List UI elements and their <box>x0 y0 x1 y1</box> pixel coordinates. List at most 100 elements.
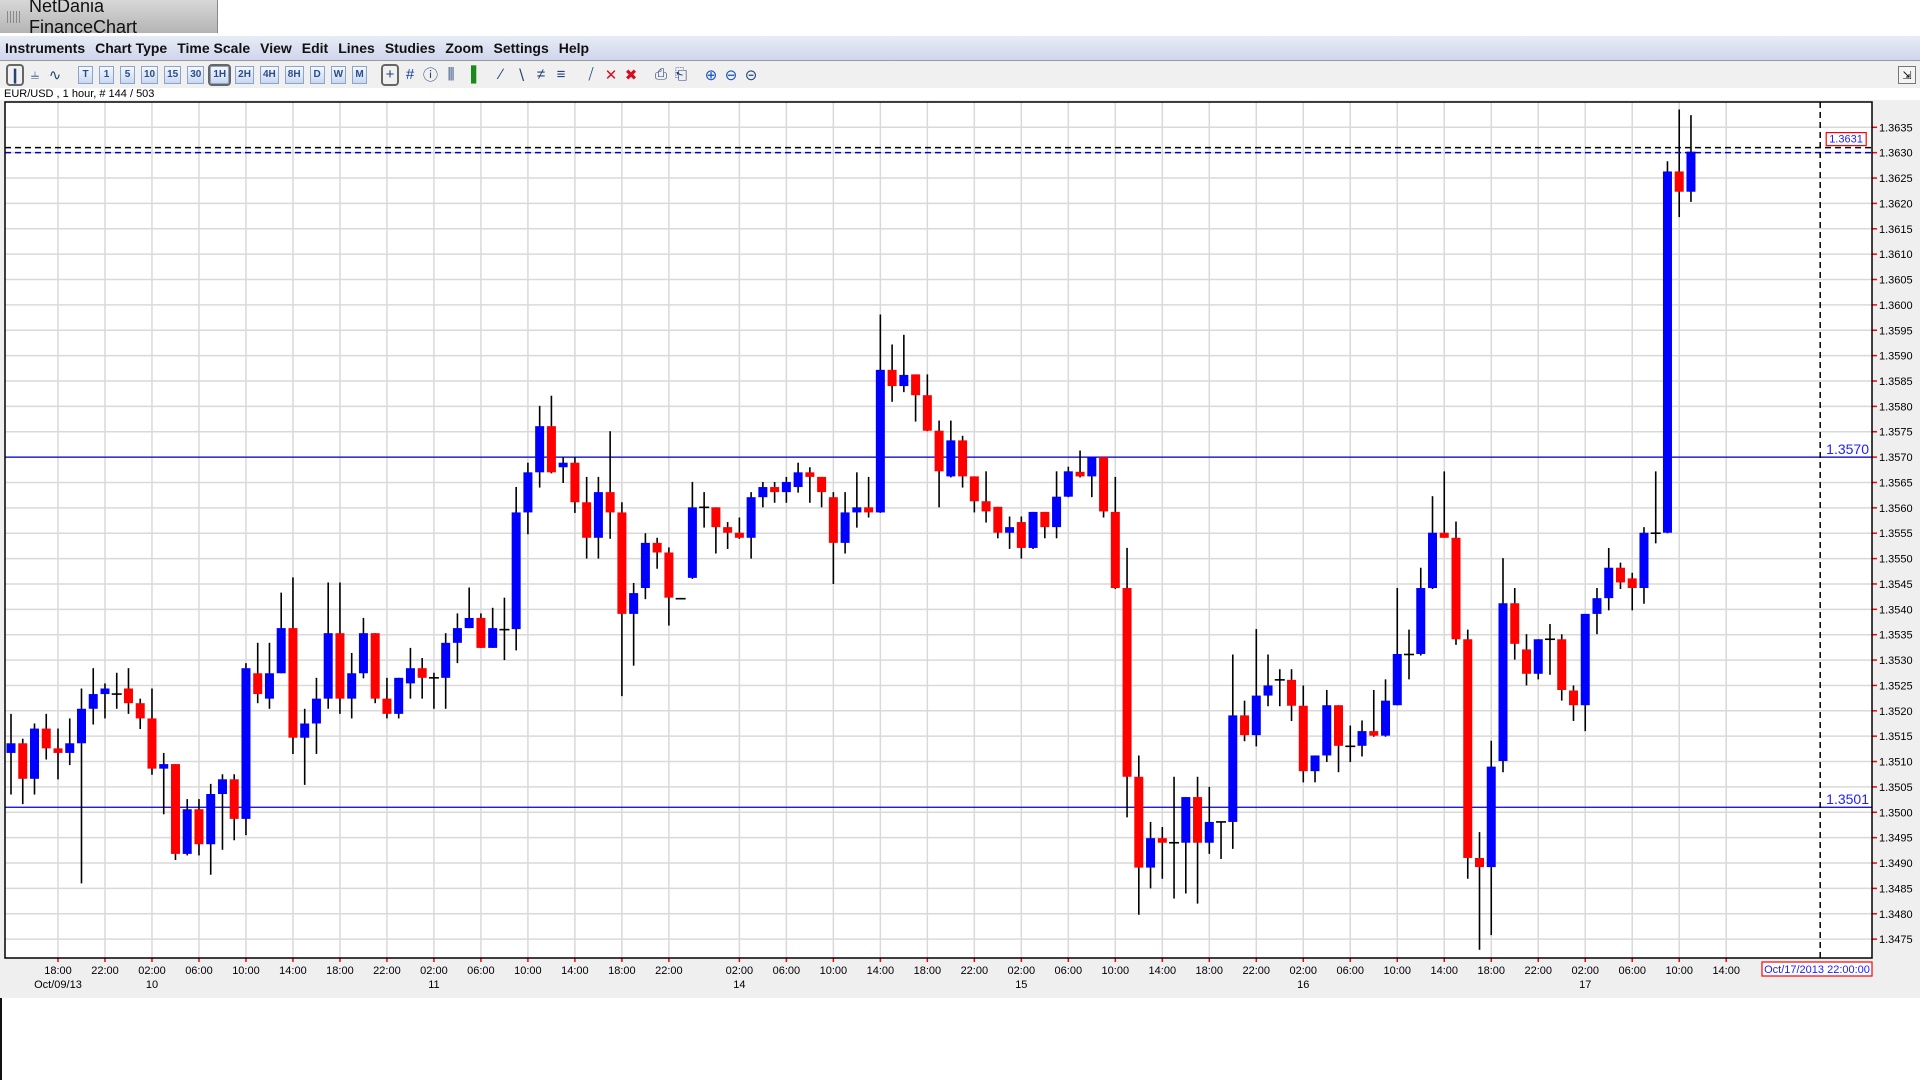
timeframe-15-button[interactable]: 15 <box>164 65 182 84</box>
candle-body-down <box>734 532 744 538</box>
timeframe-10-button[interactable]: 10 <box>141 65 159 84</box>
timeframe-m-button[interactable]: M <box>352 65 368 84</box>
candle-body-up <box>452 628 462 643</box>
timeframe-2h-button[interactable]: 2H <box>235 65 254 84</box>
menu-lines[interactable]: Lines <box>338 40 375 56</box>
x-tick-label: 14:00 <box>279 965 307 977</box>
candle-body-up <box>276 628 286 674</box>
timeframe-8h-button[interactable]: 8H <box>284 65 304 84</box>
print-preview-button[interactable]: ⎗ <box>674 66 688 84</box>
candle-body-down <box>194 809 204 845</box>
y-tick-label: 1.3575 <box>1879 427 1913 439</box>
y-tick-label: 1.3635 <box>1879 122 1913 134</box>
grid-icon: # <box>405 66 415 83</box>
candle-body-up <box>1686 151 1696 192</box>
timeframe-1-button[interactable]: 1 <box>99 65 114 84</box>
candle-body-down <box>887 369 897 387</box>
trendline-down-button[interactable]: ∖ <box>514 66 528 84</box>
timeframe-d-button[interactable]: D <box>309 65 325 84</box>
candle-body-down <box>123 688 133 704</box>
x-date-label: 17 <box>1579 979 1591 991</box>
y-tick-label: 1.3590 <box>1879 351 1913 363</box>
y-tick-label: 1.3550 <box>1879 554 1913 566</box>
toolbar: ❙ ⫨ ∿ T 1 5 10 15 30 1H 2H 4H 8H D W M + # ⓘ ⫼ ▐ ∕ ∖ ≠ ≡ ⧸ ✕ ✖ ⎙ ⎗ ⊕ ⊖ ⊝ <box>0 61 1920 88</box>
menu-zoom[interactable]: Zoom <box>445 40 484 56</box>
window-title: NetDania FinanceChart <box>29 0 138 37</box>
x-date-label: 15 <box>1015 979 1027 991</box>
candle-body-down <box>1674 171 1684 192</box>
menu-time-scale[interactable]: Time Scale <box>177 40 251 56</box>
detach-icon: ⇲ <box>1902 69 1912 82</box>
candle-body-up <box>6 743 16 753</box>
detach-button[interactable]: ⇲ <box>1898 66 1916 84</box>
volume-button[interactable]: ▐ <box>464 66 478 84</box>
x-tick-label: 02:00 <box>1571 965 1599 977</box>
timeframe-w-button[interactable]: W <box>330 65 347 84</box>
candle-body-up <box>1263 685 1273 696</box>
timeframe-30-button[interactable]: 30 <box>187 65 205 84</box>
menu-studies[interactable]: Studies <box>384 40 436 56</box>
timeframe-4h-button[interactable]: 4H <box>259 65 279 84</box>
chart-info-line: EUR/USD , 1 hour, # 144 / 503 <box>4 88 155 100</box>
menu-chart-type[interactable]: Chart Type <box>95 40 168 56</box>
info-button[interactable]: ⓘ <box>423 66 438 84</box>
candlestick-chart-button[interactable]: ❙ <box>6 63 24 86</box>
y-tick-label: 1.3510 <box>1879 757 1913 769</box>
candle-body-down <box>922 395 932 431</box>
crosshair-price-box <box>1825 131 1867 147</box>
candle-body-up <box>29 728 39 779</box>
menu-instruments[interactable]: Instruments <box>5 40 86 56</box>
candle-body-up <box>535 426 545 473</box>
candle-body-down <box>911 374 921 396</box>
app-icon <box>7 10 21 23</box>
zoom-in-button[interactable]: ⊕ <box>704 66 718 84</box>
candle-body-up <box>1381 700 1391 736</box>
trendline-button[interactable]: ∕ <box>494 66 508 84</box>
candlestick-chart[interactable]: 1.3635 1.3630 1.3625 1.3620 1.3615 1.3610 1.36… <box>0 100 1920 998</box>
menu-settings[interactable]: Settings <box>493 40 549 56</box>
line-chart-icon: ∿ <box>48 66 62 84</box>
y-tick-label: 1.3500 <box>1879 807 1913 819</box>
candle-body-down <box>1369 731 1379 736</box>
parallel-lines-button[interactable]: ≠ <box>534 66 548 84</box>
x-tick-label: 14:00 <box>561 965 589 977</box>
crosshair-button[interactable]: + <box>381 63 400 86</box>
x-tick-label: 06:00 <box>1618 965 1646 977</box>
candle-body-down <box>828 497 838 543</box>
timeframe-t-button[interactable]: T <box>78 65 93 84</box>
candle-body-down <box>1475 857 1484 868</box>
x-date-label: 11 <box>428 979 439 991</box>
fibonacci-button[interactable]: ≡ <box>554 66 568 84</box>
print-button[interactable]: ⎙ <box>654 66 668 84</box>
zoom-reset-button[interactable]: ⊝ <box>744 66 758 84</box>
bar-chart-button[interactable]: ⫨ <box>28 66 42 84</box>
delete-all-button[interactable]: ✖ <box>624 66 638 84</box>
y-tick-label: 1.3615 <box>1879 224 1913 236</box>
x-tick-label: 10:00 <box>1665 965 1693 977</box>
x-tick-label: 02:00 <box>138 965 166 977</box>
candle-body-down <box>664 552 674 598</box>
candle-body-up <box>875 369 885 513</box>
x-tick-label: 02:00 <box>1008 965 1036 977</box>
candle-body-down <box>1521 649 1531 674</box>
x-date-label: 14 <box>733 979 745 991</box>
x-date-label: 16 <box>1297 979 1309 991</box>
studies-button[interactable]: ⫼ <box>444 66 458 84</box>
menu-view[interactable]: View <box>260 40 292 56</box>
timeframe-5-button[interactable]: 5 <box>120 65 135 84</box>
zoom-out-button[interactable]: ⊖ <box>724 66 738 84</box>
y-tick-label: 1.3605 <box>1879 275 1913 287</box>
candle-body-down <box>1615 567 1625 583</box>
candle-body-down <box>969 476 979 502</box>
menu-help[interactable]: Help <box>558 40 590 56</box>
candle-body-up <box>1486 766 1496 868</box>
grid-button[interactable]: # <box>403 66 417 84</box>
timeframe-1h-button[interactable]: 1H <box>208 63 232 86</box>
menu-edit[interactable]: Edit <box>301 40 329 56</box>
y-tick-label: 1.3520 <box>1879 706 1913 718</box>
line-chart-button[interactable]: ∿ <box>48 66 62 84</box>
x-tick-label: 18:00 <box>1477 965 1505 977</box>
candle-body-down <box>417 668 427 678</box>
delete-button[interactable]: ✕ <box>604 66 618 84</box>
delete-line-button[interactable]: ⧸ <box>584 66 598 84</box>
